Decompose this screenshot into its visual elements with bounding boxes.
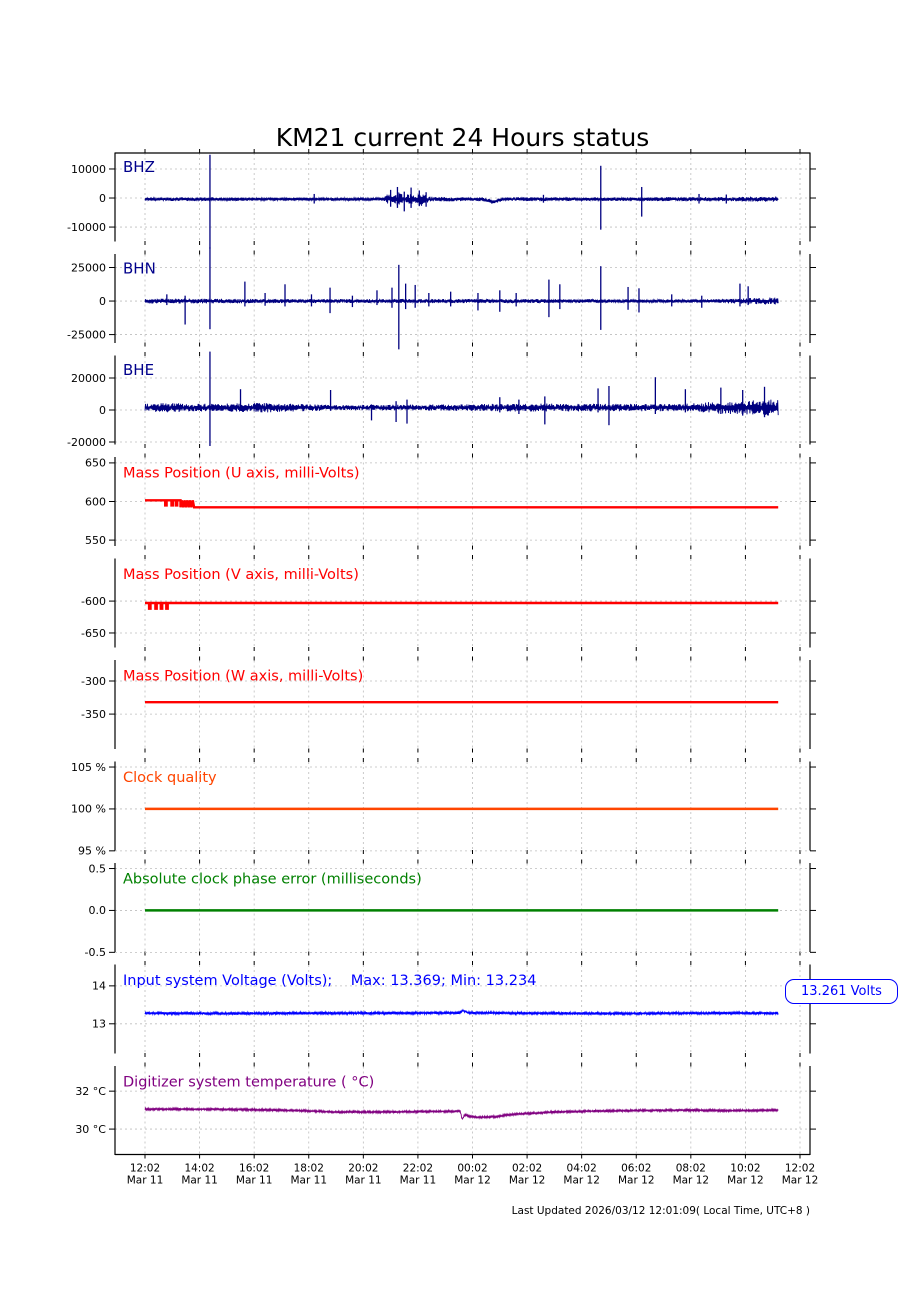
xtick-date: Mar 11	[290, 1175, 327, 1187]
ytick-label-bhz: 10000	[71, 163, 106, 176]
page-title: KM21 current 24 Hours status	[275, 123, 650, 152]
xtick-time: 06:02	[621, 1163, 651, 1175]
ytick-label-mass-u: 600	[85, 495, 106, 508]
subplot-mass-u-label: Mass Position (U axis, milli-Volts)	[123, 466, 360, 482]
xtick-date: Mar 12	[454, 1175, 491, 1187]
series-mass-v	[145, 601, 779, 610]
ytick-label-mass-v: -600	[81, 595, 106, 608]
ytick-label-bhn: 0	[99, 295, 106, 308]
series-voltage	[144, 1008, 779, 1017]
subplot-mass-v: -600 -650 Mass Position (V axis, milli-Vol…	[81, 555, 816, 651]
subplot-clock-phase-error-label: Absolute clock phase error (milliseconds…	[123, 872, 422, 888]
ytick-label-mass-u: 650	[85, 457, 106, 470]
subplot-bhe: 20000 0 -20000 BHE	[67, 351, 816, 449]
xtick-time: 18:02	[294, 1163, 324, 1175]
ytick-label-clock-quality: 95 %	[78, 845, 106, 858]
xtick-date: Mar 12	[782, 1175, 819, 1187]
xtick-date: Mar 11	[236, 1175, 273, 1187]
ytick-label-bhz: -10000	[67, 221, 106, 234]
xtick-time: 04:02	[567, 1163, 597, 1175]
subplot-temperature: 32 °C 30 °C Digitizer system temperature (…	[75, 1062, 816, 1159]
ytick-label-bhn: 25000	[71, 261, 106, 274]
series-bhn	[144, 297, 779, 305]
ytick-label-clock-phase-error: 0.0	[89, 904, 107, 917]
subplot-bhe-label: BHE	[123, 361, 154, 379]
ytick-label-mass-u: 550	[85, 534, 106, 547]
subplot-temperature-label: Digitizer system temperature ( °C)	[123, 1075, 374, 1091]
xtick-time: 16:02	[239, 1163, 269, 1175]
subplot-clock-phase-error: 0.5 0.0 -0.5 Absolute clock phase error (mi…	[85, 859, 816, 959]
subplot-mass-w: -300 -350 Mass Position (W axis, milli-Vol…	[81, 656, 816, 753]
xtick-date: Mar 11	[345, 1175, 382, 1187]
xtick-time: 20:02	[348, 1163, 378, 1175]
xtick-time: 12:02	[130, 1163, 160, 1175]
xtick-time: 12:02	[785, 1163, 815, 1175]
subplot-clock-quality-label: Clock quality	[123, 770, 217, 786]
ytick-label-clock-phase-error: 0.5	[89, 862, 107, 875]
voltage-annotation-badge: 13.261 Volts	[785, 979, 898, 1004]
series-temperature	[144, 1106, 779, 1120]
ytick-label-temperature: 32 °C	[75, 1085, 106, 1098]
ytick-label-mass-v: -650	[81, 627, 106, 640]
xtick-time: 22:02	[403, 1163, 433, 1175]
ytick-label-bhe: 20000	[71, 372, 106, 385]
ytick-label-voltage: 14	[92, 980, 106, 993]
subplot-bhn-label: BHN	[123, 260, 156, 278]
xtick-time: 00:02	[457, 1163, 487, 1175]
voltage-annotation-text: 13.261 Volts	[801, 984, 882, 999]
ytick-label-bhe: -20000	[67, 436, 106, 449]
ytick-label-bhe: 0	[99, 404, 106, 417]
xtick-date: Mar 12	[563, 1175, 600, 1187]
ytick-label-mass-w: -300	[81, 675, 106, 688]
subplot-mass-v-label: Mass Position (V axis, milli-Volts)	[123, 567, 359, 583]
ytick-label-clock-phase-error: -0.5	[85, 946, 106, 959]
ytick-label-bhz: 0	[99, 192, 106, 205]
xtick-date: Mar 11	[400, 1175, 437, 1187]
xtick-time: 02:02	[512, 1163, 542, 1175]
subplot-bhn: 25000 0 -25000 BHN	[67, 247, 816, 350]
subplot-voltage: 14 13 Input system Voltage (Volts); Max: 1…	[92, 961, 816, 1057]
subplot-bhz-label: BHZ	[123, 158, 155, 176]
xtick-time: 08:02	[676, 1163, 706, 1175]
xtick-time: 10:02	[730, 1163, 760, 1175]
series-bhe	[144, 399, 779, 416]
footer-last-updated: Last Updated 2026/03/12 12:01:09( Local …	[511, 1205, 810, 1217]
series-mass-u	[145, 499, 779, 509]
ytick-label-bhn: -25000	[67, 328, 106, 341]
subplot-bhz: 10000 0 -10000 BHZ	[67, 149, 816, 249]
xtick-date: Mar 11	[127, 1175, 164, 1187]
xtick-date: Mar 12	[509, 1175, 546, 1187]
subplot-mass-w-label: Mass Position (W axis, milli-Volts)	[123, 669, 363, 685]
subplot-mass-u: 650 600 550 Mass Position (U axis, milli-Vo…	[85, 453, 816, 550]
xtick-date: Mar 11	[181, 1175, 218, 1187]
ytick-label-temperature: 30 °C	[75, 1123, 106, 1136]
xtick-date: Mar 12	[618, 1175, 655, 1187]
xtick-date: Mar 12	[727, 1175, 764, 1187]
series-bhz	[144, 192, 779, 206]
ytick-label-voltage: 13	[92, 1018, 106, 1031]
xtick-time: 14:02	[184, 1163, 214, 1175]
ytick-label-clock-quality: 100 %	[71, 803, 106, 816]
ytick-label-mass-w: -350	[81, 708, 106, 721]
subplot-voltage-label: Input system Voltage (Volts); Max: 13.36…	[123, 973, 536, 989]
xtick-date: Mar 12	[673, 1175, 710, 1187]
subplot-clock-quality: 105 % 100 % 95 % Clock quality	[71, 758, 816, 858]
ytick-label-clock-quality: 105 %	[71, 761, 106, 774]
